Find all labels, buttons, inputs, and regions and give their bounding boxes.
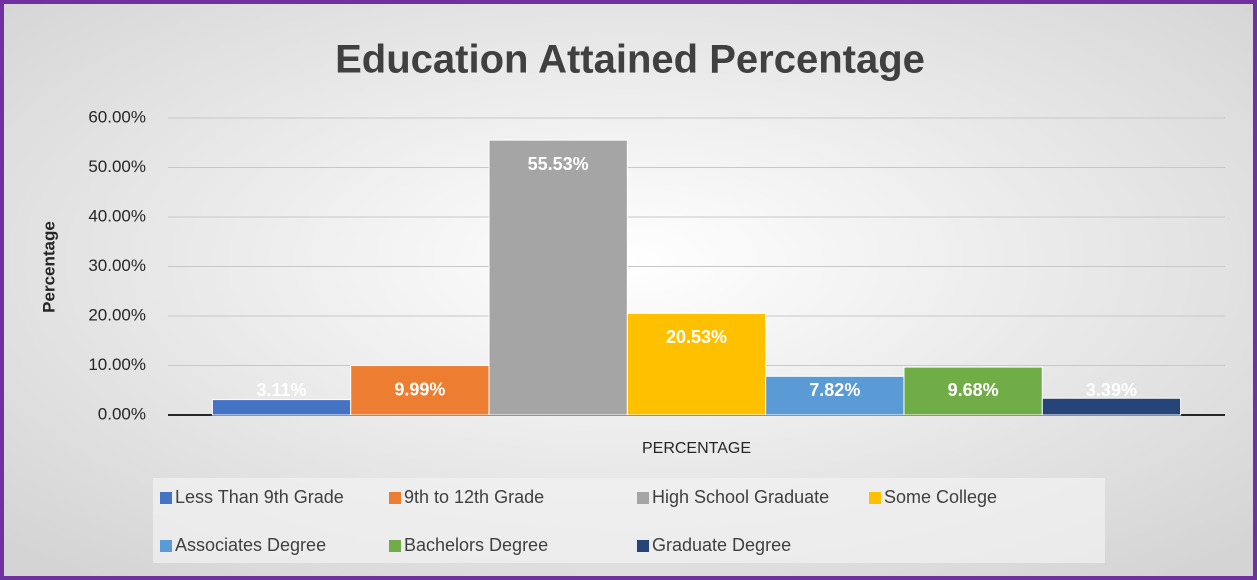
legend-label: Less Than 9th Grade	[175, 487, 344, 507]
bar	[626, 312, 767, 416]
legend-swatch	[637, 492, 649, 504]
data-label: 20.53%	[666, 327, 727, 347]
legend-swatch	[869, 492, 881, 504]
y-tick-label: 60.00%	[88, 107, 146, 126]
bar	[211, 399, 352, 416]
data-label: 9.99%	[394, 379, 445, 399]
y-tick-label: 30.00%	[88, 256, 146, 275]
y-tick-label: 10.00%	[88, 355, 146, 374]
legend-label: Bachelors Degree	[404, 535, 548, 555]
bar	[903, 366, 1043, 416]
y-tick-label: 40.00%	[88, 206, 146, 225]
legend-swatch	[160, 540, 172, 552]
data-label: 55.53%	[528, 154, 589, 174]
legend-label: Some College	[884, 487, 997, 507]
bar	[488, 139, 628, 416]
legend-label: High School Graduate	[652, 487, 829, 507]
legend-label: 9th to 12th Grade	[404, 487, 544, 507]
x-tick-label: PERCENTAGE	[642, 440, 751, 457]
data-label: 7.82%	[809, 380, 860, 400]
y-tick-label: 50.00%	[88, 157, 146, 176]
bar	[350, 365, 490, 416]
legend-label: Graduate Degree	[652, 535, 791, 555]
bar	[765, 375, 905, 416]
legend-box	[153, 478, 1105, 563]
legend-swatch	[637, 540, 649, 552]
bar	[1041, 397, 1182, 416]
data-label: 3.11%	[257, 380, 307, 400]
legend-swatch	[160, 492, 172, 504]
y-tick-label: 20.00%	[88, 305, 146, 324]
chart-title: Education Attained Percentage	[335, 38, 925, 82]
legend-swatch	[389, 492, 401, 504]
y-tick-label: 0.00%	[98, 404, 146, 423]
data-label: 9.68%	[948, 380, 999, 400]
data-label: 3.39%	[1086, 380, 1137, 400]
legend-label: Associates Degree	[175, 535, 326, 555]
legend-swatch	[389, 540, 401, 552]
y-axis-label: Percentage	[39, 221, 58, 313]
